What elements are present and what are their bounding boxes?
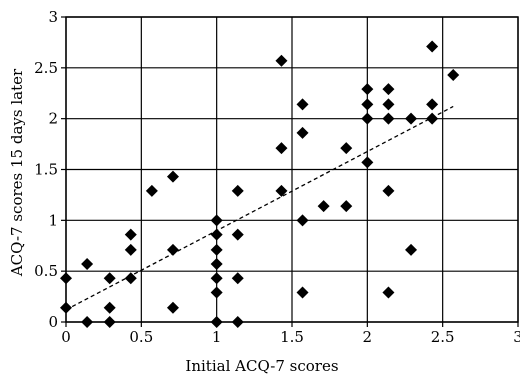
data-point xyxy=(103,272,116,285)
data-point xyxy=(210,243,223,256)
data-point xyxy=(210,286,223,299)
data-point xyxy=(166,243,179,256)
data-point xyxy=(275,54,288,67)
y-axis-ticks: 0 0.5 1 1.5 2 2.5 3 xyxy=(34,8,66,331)
data-point xyxy=(426,40,439,53)
data-point xyxy=(405,243,418,256)
y-tick-label: 0 xyxy=(48,313,58,331)
data-point xyxy=(103,301,116,314)
data-point xyxy=(405,112,418,125)
data-point xyxy=(426,98,439,111)
data-point xyxy=(361,98,374,111)
y-tick-label: 1.5 xyxy=(34,161,58,179)
x-axis-ticks: 0 0.5 1 1.5 2 2.5 3 xyxy=(61,322,520,346)
data-point xyxy=(426,112,439,125)
data-point xyxy=(340,200,353,213)
data-point xyxy=(317,200,330,213)
y-tick-label: 2 xyxy=(48,110,58,128)
data-point xyxy=(231,228,244,241)
data-point xyxy=(382,83,395,96)
data-point xyxy=(124,272,137,285)
y-tick-label: 1 xyxy=(48,211,58,229)
y-tick-label: 3 xyxy=(48,8,58,26)
x-tick-label: 2 xyxy=(363,328,373,346)
trendline-group xyxy=(65,105,454,311)
data-points xyxy=(60,40,460,328)
y-tick-label: 0.5 xyxy=(34,262,58,280)
data-point xyxy=(296,286,309,299)
x-tick-label: 1 xyxy=(212,328,222,346)
data-point xyxy=(231,272,244,285)
data-point xyxy=(166,170,179,183)
x-axis-title: Initial ACQ-7 scores xyxy=(185,357,338,375)
x-tick-label: 0 xyxy=(61,328,71,346)
x-tick-label: 3 xyxy=(513,328,520,346)
data-point xyxy=(275,184,288,197)
y-tick-label: 2.5 xyxy=(34,59,58,77)
data-point xyxy=(382,184,395,197)
data-point xyxy=(340,142,353,155)
data-point xyxy=(361,112,374,125)
data-point xyxy=(447,68,460,81)
data-point xyxy=(210,272,223,285)
data-point xyxy=(210,214,223,227)
x-tick-label: 2.5 xyxy=(431,328,455,346)
trendline xyxy=(65,105,454,311)
data-point xyxy=(231,184,244,197)
data-point xyxy=(296,126,309,139)
x-tick-label: 0.5 xyxy=(129,328,153,346)
data-point xyxy=(210,258,223,271)
data-point xyxy=(210,228,223,241)
data-point xyxy=(296,98,309,111)
data-point xyxy=(296,214,309,227)
x-tick-label: 1.5 xyxy=(280,328,304,346)
data-point xyxy=(166,301,179,314)
data-point xyxy=(124,243,137,256)
data-point xyxy=(361,83,374,96)
data-point xyxy=(361,156,374,169)
data-point xyxy=(382,286,395,299)
data-point xyxy=(124,228,137,241)
data-point xyxy=(81,258,94,271)
y-axis-title: ACQ-7 scores 15 days later xyxy=(8,68,26,277)
data-point xyxy=(275,142,288,155)
data-point xyxy=(382,112,395,125)
data-point xyxy=(382,98,395,111)
data-point xyxy=(145,184,158,197)
